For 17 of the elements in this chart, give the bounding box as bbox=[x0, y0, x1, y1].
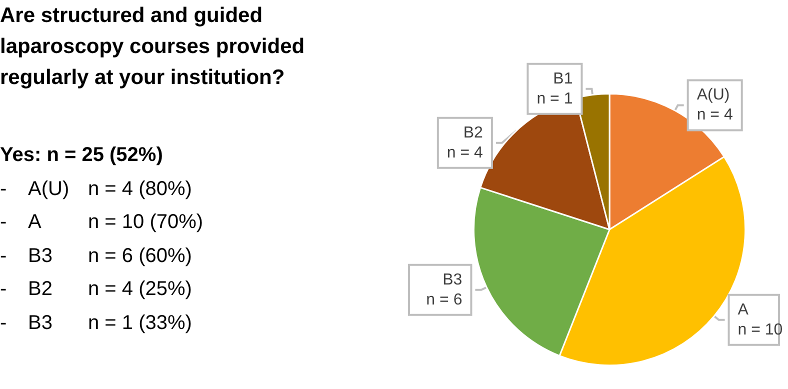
slice-label: B1 bbox=[553, 70, 573, 88]
data-label: n = 1 bbox=[536, 90, 573, 108]
text: - B3 n = 1 (33%) bbox=[0, 312, 192, 334]
data-label: n = 6 bbox=[426, 291, 462, 308]
data-label: n = 4 bbox=[446, 144, 484, 162]
text: - A n = 10 (70%) bbox=[0, 211, 204, 233]
text: - B2 n = 4 (25%) bbox=[0, 278, 192, 300]
text: Are structured and guided laparoscopy courses provided regularly at your institution? bbox=[0, 3, 306, 91]
text: - B3 n = 6 (60%) bbox=[0, 244, 192, 266]
text: Yes: n = 25 (52%) bbox=[0, 144, 163, 166]
data-label: n = 4 bbox=[696, 106, 733, 124]
slice-label: A bbox=[738, 301, 749, 318]
slice-label: B3 bbox=[442, 271, 462, 288]
slice-label: B2 bbox=[463, 124, 484, 142]
slice-label: A(U) bbox=[696, 86, 730, 104]
data-label: n = 10 bbox=[738, 321, 783, 338]
text: - A(U) n = 4 (80%) bbox=[0, 176, 192, 202]
